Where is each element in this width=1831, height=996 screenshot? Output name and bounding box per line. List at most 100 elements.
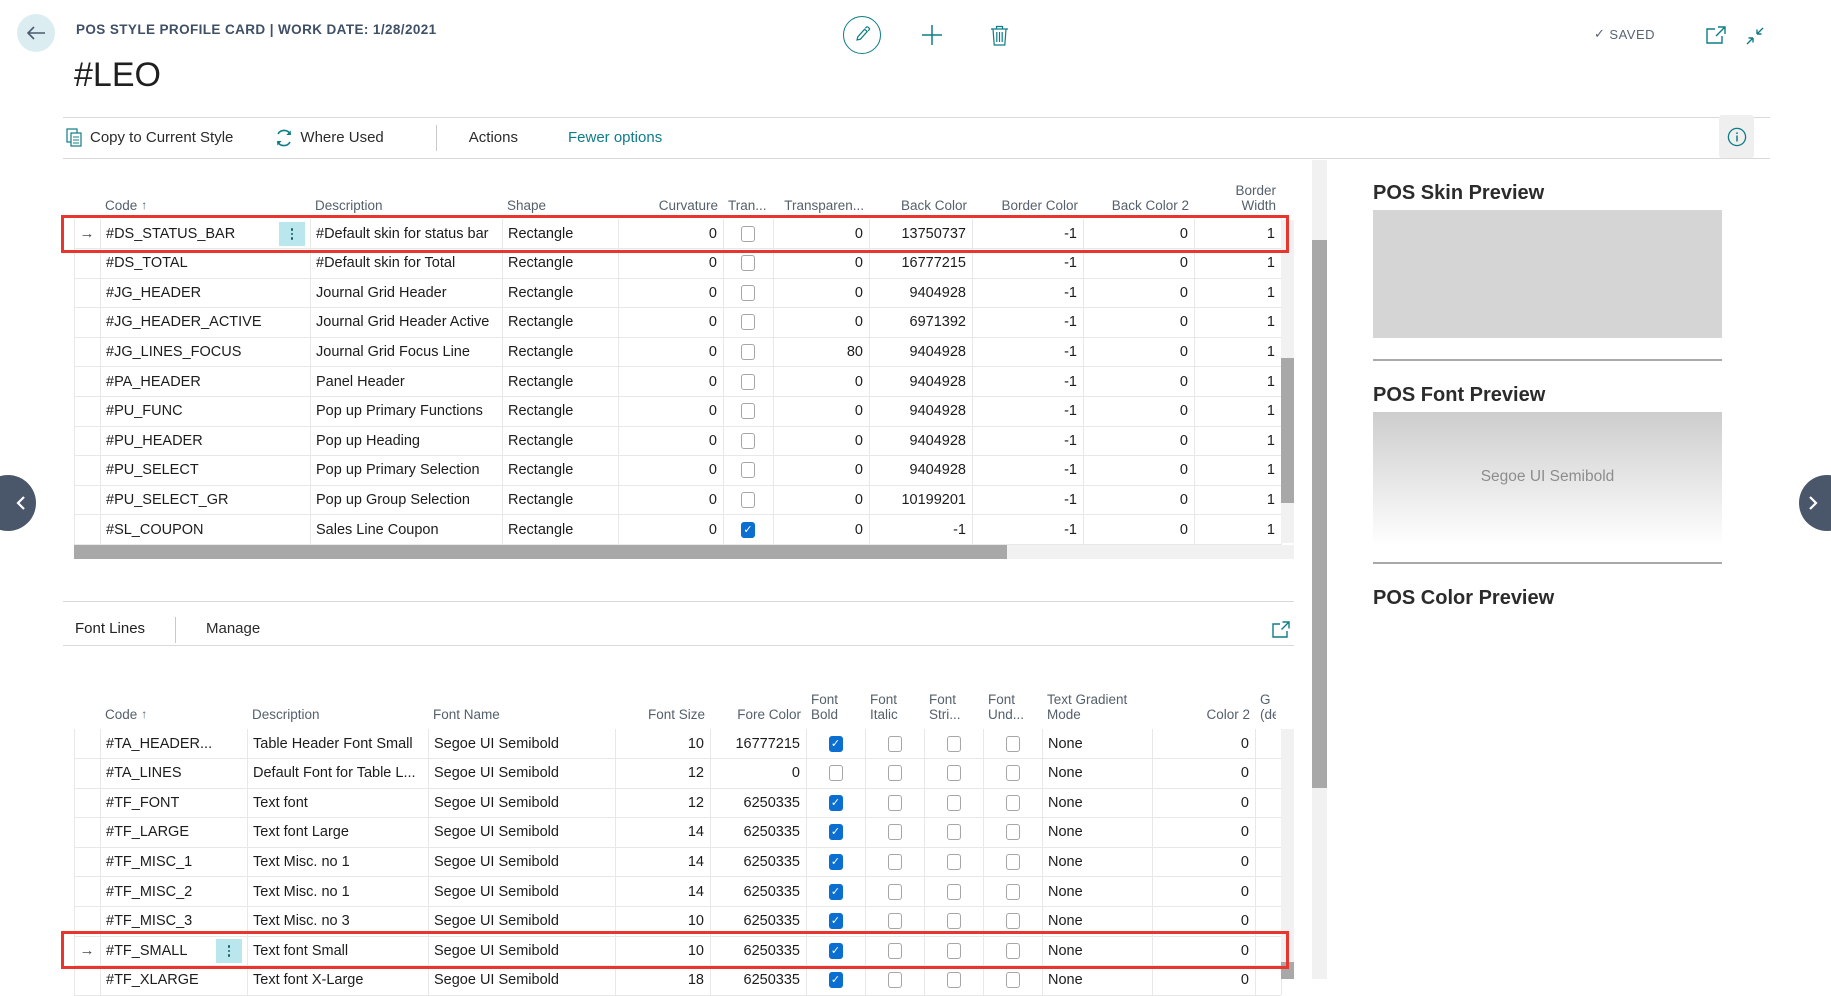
font_name-cell[interactable]: Segoe UI Semibold (428, 729, 615, 758)
transparency-cell[interactable]: 0 (773, 249, 869, 278)
back_color-cell[interactable]: 9404928 (869, 426, 972, 455)
description-cell[interactable]: Text Misc. no 1 (247, 877, 428, 906)
shape-cell[interactable]: Rectangle (502, 426, 618, 455)
transparent-checkbox[interactable]: ✓ (741, 522, 755, 538)
transparent-cell[interactable] (723, 456, 773, 485)
delete-button[interactable] (990, 24, 1009, 46)
back_color_2-cell[interactable]: 0 (1083, 249, 1194, 278)
font_size-cell[interactable]: 10 (615, 729, 710, 758)
bold-cell[interactable]: ✓ (806, 847, 865, 876)
g-cell[interactable] (1255, 936, 1281, 965)
minimize-view-button[interactable] (1745, 26, 1765, 46)
font_name-cell[interactable]: Segoe UI Semibold (428, 759, 615, 788)
info-button[interactable] (1719, 115, 1754, 158)
description-cell[interactable]: Text font Large (247, 818, 428, 847)
bold-checkbox[interactable] (829, 765, 843, 781)
gradient_mode-cell[interactable]: None (1042, 936, 1152, 965)
transparent-checkbox[interactable] (741, 285, 755, 301)
transparent-cell[interactable] (723, 249, 773, 278)
underline-checkbox[interactable] (1006, 795, 1020, 811)
font-lines-manage-button[interactable]: Manage (206, 620, 260, 637)
curvature-cell[interactable]: 0 (618, 367, 723, 396)
column-header-color_2[interactable]: Color 2 (1157, 652, 1250, 722)
back_color_2-cell[interactable]: 0 (1083, 219, 1194, 248)
border_color-cell[interactable]: -1 (972, 397, 1083, 426)
table-row-#TF_MISC_2[interactable]: #TF_MISC_2Text Misc. no 1Segoe UI Semibo… (74, 877, 1281, 907)
strike-checkbox[interactable] (947, 884, 961, 900)
transparent-cell[interactable] (723, 219, 773, 248)
transparent-cell[interactable] (723, 485, 773, 514)
bold-checkbox[interactable]: ✓ (829, 943, 843, 959)
color_2-cell[interactable]: 0 (1152, 847, 1255, 876)
color_2-cell[interactable]: 0 (1152, 729, 1255, 758)
description-cell[interactable]: Text font X-Large (247, 966, 428, 995)
bold-checkbox[interactable]: ✓ (829, 795, 843, 811)
table-row-#TF_LARGE[interactable]: #TF_LARGEText font LargeSegoe UI Semibol… (74, 818, 1281, 848)
color_2-cell[interactable]: 0 (1152, 759, 1255, 788)
underline-checkbox[interactable] (1006, 854, 1020, 870)
code-cell[interactable]: #DS_TOTAL (100, 249, 310, 278)
curvature-cell[interactable]: 0 (618, 249, 723, 278)
border_color-cell[interactable]: -1 (972, 337, 1083, 366)
border_width-cell[interactable]: 1 (1194, 426, 1281, 455)
bold-checkbox[interactable]: ✓ (829, 854, 843, 870)
column-header-description[interactable]: Description (252, 652, 423, 722)
description-cell[interactable]: Pop up Heading (310, 426, 502, 455)
g-cell[interactable] (1255, 818, 1281, 847)
edit-button[interactable] (843, 16, 881, 54)
column-header-gradient_mode[interactable]: Text Gradient Mode (1047, 652, 1147, 722)
actions-menu-button[interactable]: Actions (469, 129, 518, 146)
font_name-cell[interactable]: Segoe UI Semibold (428, 818, 615, 847)
description-cell[interactable]: Panel Header (310, 367, 502, 396)
curvature-cell[interactable]: 0 (618, 308, 723, 337)
border_width-cell[interactable]: 1 (1194, 367, 1281, 396)
curvature-cell[interactable]: 0 (618, 219, 723, 248)
shape-cell[interactable]: Rectangle (502, 278, 618, 307)
underline-cell[interactable] (983, 877, 1042, 906)
transparency-cell[interactable]: 0 (773, 426, 869, 455)
underline-checkbox[interactable] (1006, 972, 1020, 988)
bold-cell[interactable]: ✓ (806, 729, 865, 758)
strike-cell[interactable] (924, 966, 983, 995)
table-row-#TF_XLARGE[interactable]: #TF_XLARGEText font X-LargeSegoe UI Semi… (74, 966, 1281, 996)
description-cell[interactable]: Text Misc. no 3 (247, 907, 428, 936)
code-cell[interactable]: #JG_HEADER (100, 278, 310, 307)
table-row-#JG_HEADER[interactable]: #JG_HEADERJournal Grid HeaderRectangle00… (74, 278, 1281, 308)
code-cell[interactable]: #PU_HEADER (100, 426, 310, 455)
font-lines-expand-button[interactable] (1272, 621, 1290, 638)
border_width-cell[interactable]: 1 (1194, 397, 1281, 426)
gradient_mode-cell[interactable]: None (1042, 966, 1152, 995)
code-cell[interactable]: #PU_SELECT_GR (100, 485, 310, 514)
table-row-#TF_MISC_3[interactable]: #TF_MISC_3Text Misc. no 3Segoe UI Semibo… (74, 907, 1281, 937)
code-cell[interactable]: #PU_SELECT (100, 456, 310, 485)
code-cell[interactable]: #TF_MISC_3 (100, 907, 247, 936)
back_color-cell[interactable]: 9404928 (869, 456, 972, 485)
gradient_mode-cell[interactable]: None (1042, 788, 1152, 817)
transparent-checkbox[interactable] (741, 226, 755, 242)
border_width-cell[interactable]: 1 (1194, 278, 1281, 307)
bold-cell[interactable]: ✓ (806, 788, 865, 817)
back_color_2-cell[interactable]: 0 (1083, 278, 1194, 307)
italic-checkbox[interactable] (888, 972, 902, 988)
back_color_2-cell[interactable]: 0 (1083, 397, 1194, 426)
page-vscrollbar-thumb[interactable] (1312, 240, 1327, 788)
underline-cell[interactable] (983, 907, 1042, 936)
transparent-cell[interactable] (723, 397, 773, 426)
code-cell[interactable]: #TF_XLARGE (100, 966, 247, 995)
description-cell[interactable]: #Default skin for Total (310, 249, 502, 278)
table-row-#PU_SELECT_GR[interactable]: #PU_SELECT_GRPop up Group SelectionRecta… (74, 485, 1281, 515)
transparency-cell[interactable]: 0 (773, 278, 869, 307)
underline-checkbox[interactable] (1006, 736, 1020, 752)
back_color-cell[interactable]: 9404928 (869, 397, 972, 426)
font_size-cell[interactable]: 14 (615, 847, 710, 876)
column-header-font_name[interactable]: Font Name (433, 652, 610, 722)
italic-checkbox[interactable] (888, 795, 902, 811)
column-header-g[interactable]: G (de (1260, 652, 1276, 722)
underline-checkbox[interactable] (1006, 824, 1020, 840)
code-cell[interactable]: #JG_LINES_FOCUS (100, 337, 310, 366)
strike-cell[interactable] (924, 818, 983, 847)
strike-checkbox[interactable] (947, 795, 961, 811)
strike-checkbox[interactable] (947, 972, 961, 988)
color_2-cell[interactable]: 0 (1152, 877, 1255, 906)
italic-cell[interactable] (865, 729, 924, 758)
